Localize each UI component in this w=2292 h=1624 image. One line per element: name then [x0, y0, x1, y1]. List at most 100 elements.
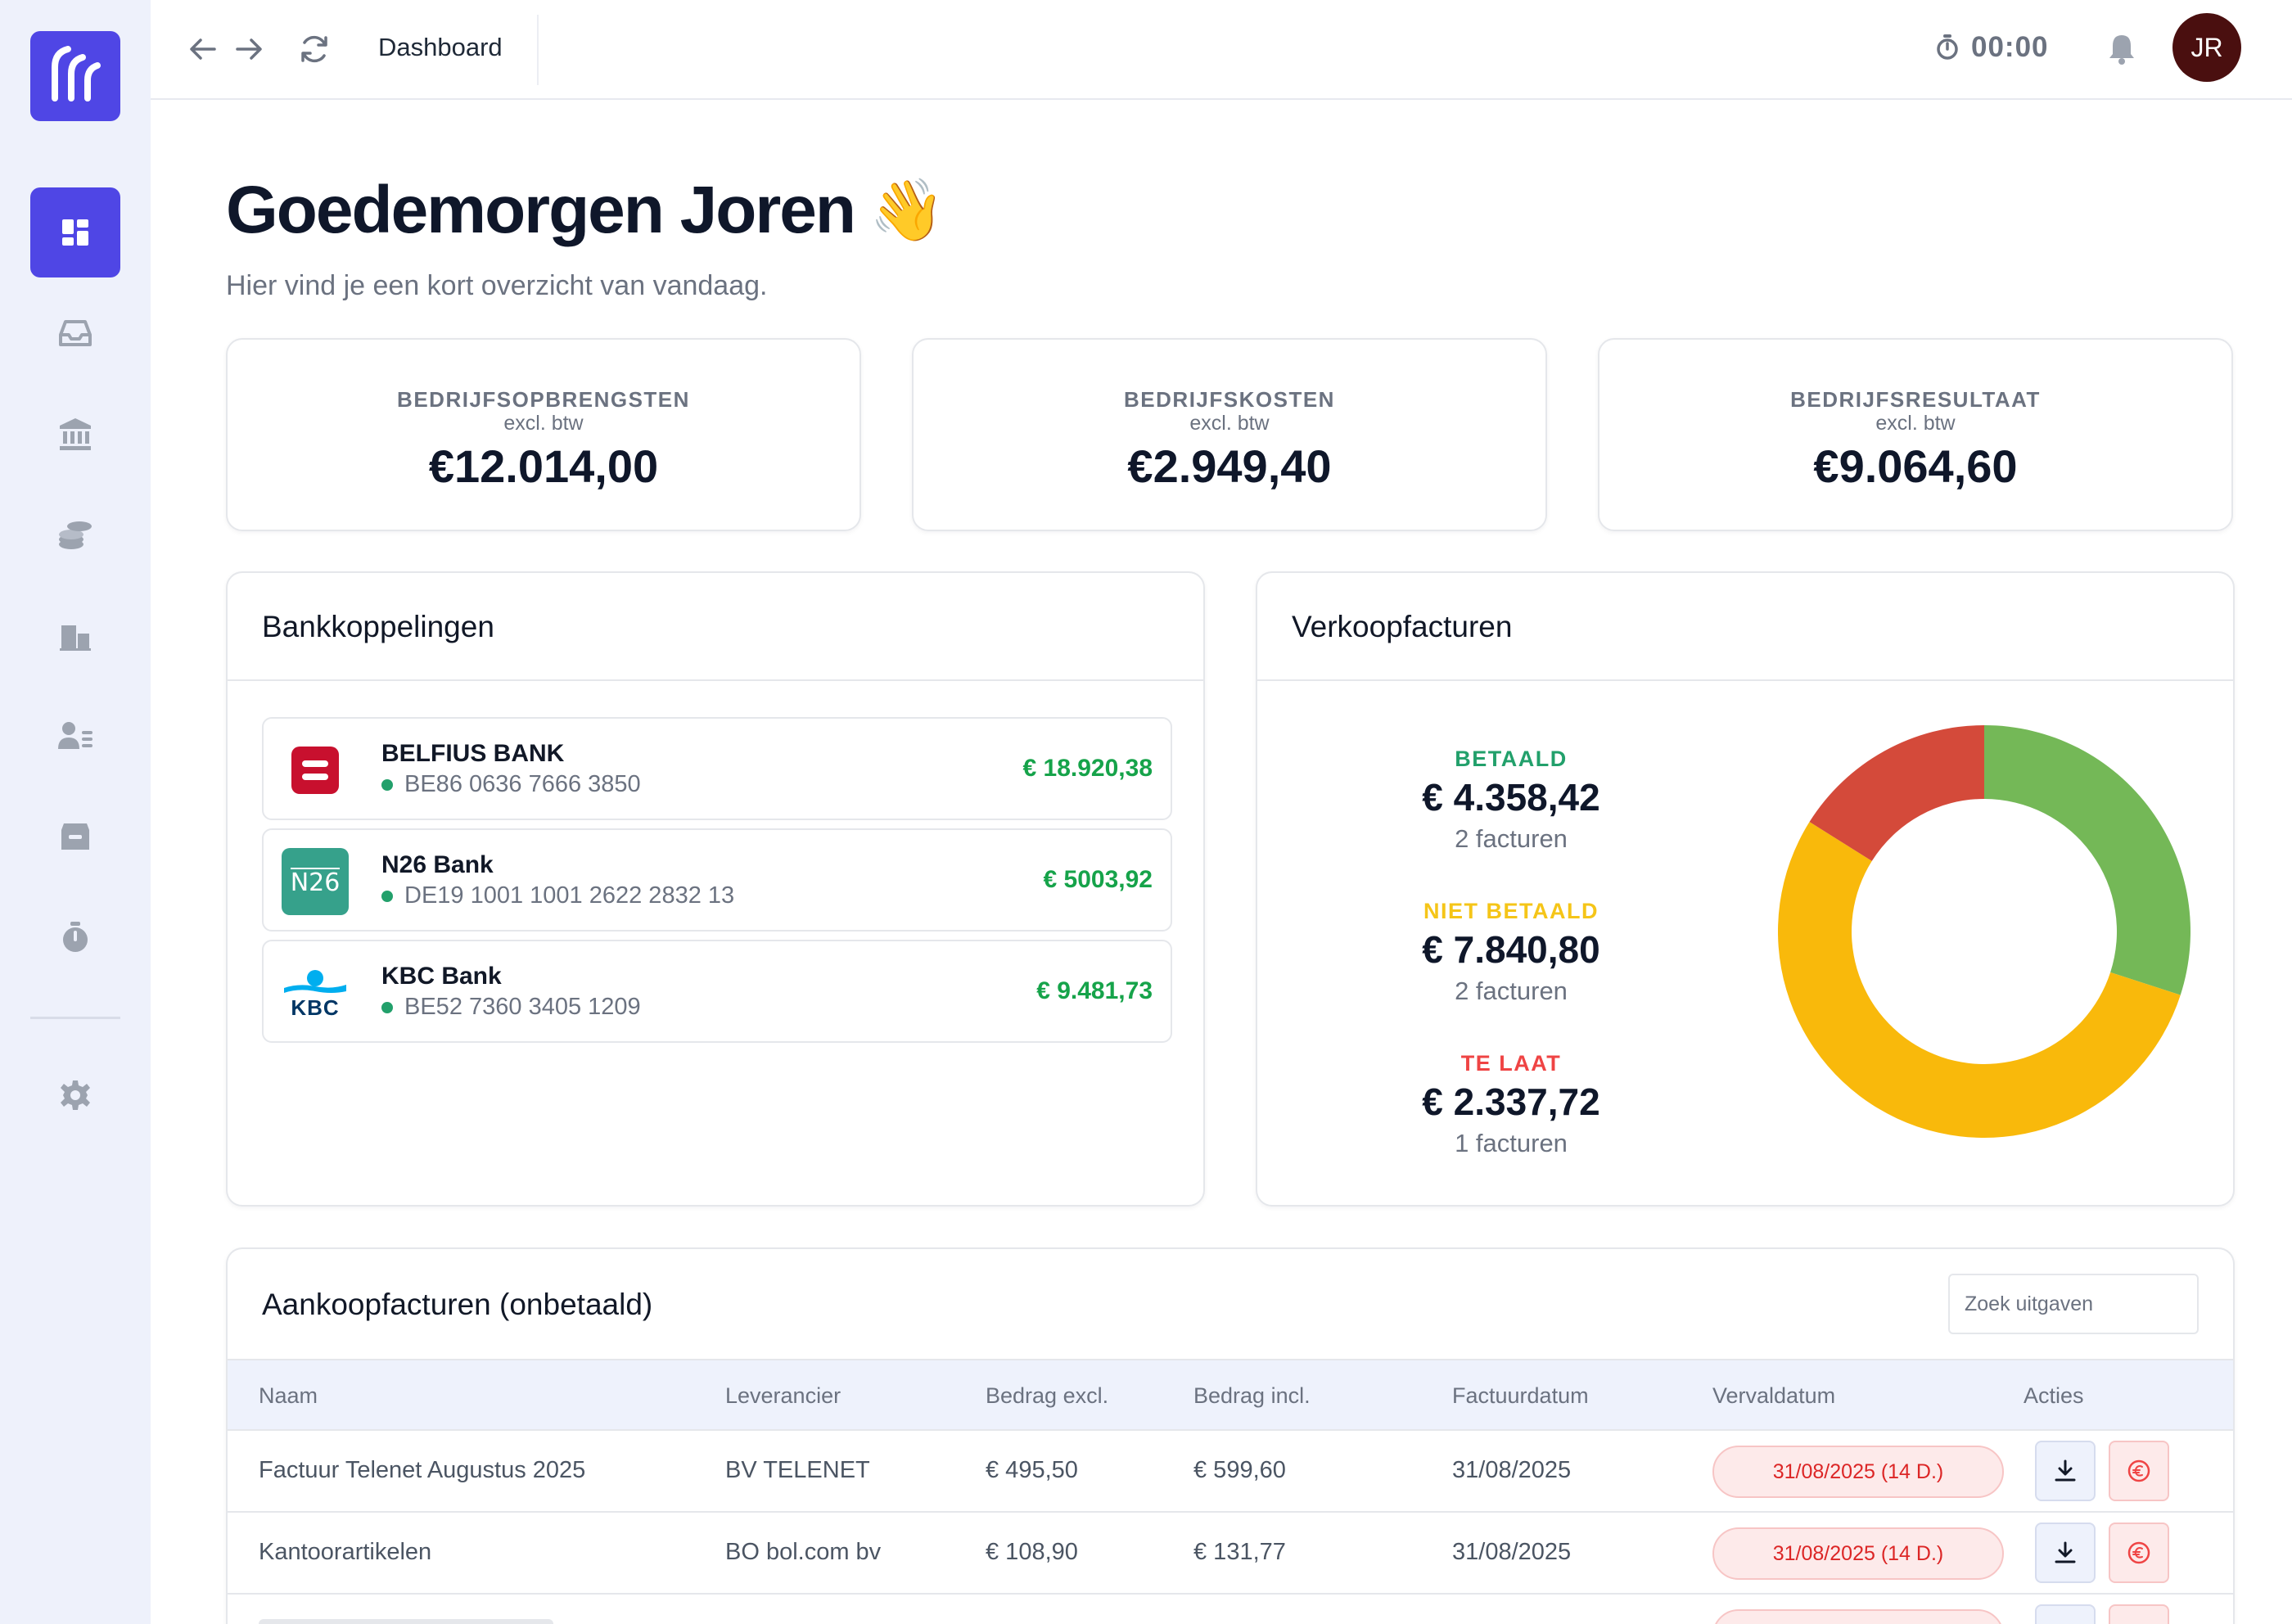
column-header-amount-excl[interactable]: Bedrag excl. [986, 1383, 1109, 1408]
nav-buildings[interactable] [30, 590, 120, 680]
cell-amount-incl: € 599,60 [1193, 1457, 1286, 1483]
download-button[interactable] [2035, 1522, 2096, 1583]
invoice-group-late: TE LAAT € 2.337,72 1 facturen [1347, 1051, 1675, 1158]
column-header-supplier[interactable]: Leverancier [725, 1383, 841, 1408]
donut-slice-niet-betaald[interactable] [1778, 822, 2181, 1138]
text-placeholder [259, 1619, 553, 1624]
invoice-group-label: BETAALD [1455, 747, 1568, 771]
bank-name: N26 Bank [381, 851, 494, 878]
nav-coins[interactable] [30, 489, 120, 580]
app-logo[interactable] [30, 31, 120, 121]
donut-slice-te-laat[interactable] [1809, 725, 1984, 861]
nav-bank[interactable] [30, 389, 120, 479]
column-header-due-date[interactable]: Vervaldatum [1712, 1383, 1836, 1408]
column-header-invoice-date[interactable]: Factuurdatum [1452, 1383, 1589, 1408]
buildings-icon [60, 625, 91, 651]
divider [1257, 679, 2233, 681]
back-button[interactable] [185, 31, 221, 67]
greeting-subtitle: Hier vind je een kort overzicht van vand… [226, 270, 768, 301]
sales-donut-chart [1778, 725, 2190, 1138]
cell-supplier: BV TELENET [725, 1457, 870, 1483]
sidebar [0, 0, 151, 1624]
bank-iban-text: DE19 1001 1001 2622 2832 13 [404, 882, 735, 909]
due-date-badge: 31/08/2025 (14 D.) [1712, 1527, 2004, 1580]
panel-title: Verkoopfacturen [1292, 610, 1513, 643]
kpi-label: BEDRIJFSOPBRENGSTEN [397, 387, 690, 412]
bank-balance: € 9.481,73 [1036, 977, 1153, 1004]
refresh-icon [301, 35, 327, 63]
download-button[interactable] [2035, 1604, 2096, 1624]
bank-row[interactable]: N26 N26 Bank DE19 1001 1001 2622 2832 13… [262, 828, 1172, 932]
invoice-group-unpaid: NIET BETAALD € 7.840,80 2 facturen [1347, 899, 1675, 1006]
table-row-partial[interactable] [228, 1595, 2233, 1624]
timer[interactable]: 00:00 [1935, 31, 2049, 64]
table-row[interactable]: Factuur Telenet Augustus 2025 BV TELENET… [228, 1431, 2233, 1513]
coins-icon [59, 521, 92, 549]
arrow-left-icon [190, 38, 216, 60]
status-dot [381, 1001, 393, 1013]
arrow-right-icon [236, 38, 262, 60]
nav-dashboard[interactable] [30, 187, 120, 277]
nav-contacts[interactable] [30, 691, 120, 781]
invoice-group-count: 1 facturen [1455, 1129, 1568, 1157]
cell-invoice-date: 31/08/2025 [1452, 1457, 1572, 1483]
dashboard-icon [62, 219, 88, 246]
table-row[interactable]: Kantoorartikelen BO bol.com bv € 108,90 … [228, 1513, 2233, 1595]
bank-iban: DE19 1001 1001 2622 2832 13 [381, 882, 734, 909]
notifications-button[interactable] [2107, 33, 2136, 70]
stopwatch-icon [63, 922, 88, 952]
greeting-title: Goedemorgen Joren 👋 [226, 172, 945, 249]
bank-name: BELFIUS BANK [381, 740, 565, 767]
app-logo-icon [52, 46, 101, 102]
table-header: Naam Leverancier Bedrag excl. Bedrag inc… [228, 1359, 2233, 1431]
topbar-divider [537, 15, 539, 85]
bank-iban: BE52 7360 3405 1209 [381, 994, 641, 1021]
nav-inbox[interactable] [30, 288, 120, 378]
due-date-badge [1712, 1609, 2004, 1624]
nav-settings[interactable] [30, 1050, 120, 1140]
column-header-name[interactable]: Naam [259, 1383, 318, 1408]
search-input[interactable] [1948, 1274, 2199, 1334]
donut-slice-betaald[interactable] [1984, 725, 2190, 995]
kpi-card-revenue: BEDRIJFSOPBRENGSTEN excl. btw €12.014,00 [226, 338, 861, 531]
invoice-group-count: 2 facturen [1455, 824, 1568, 853]
column-header-actions: Acties [2024, 1383, 2084, 1408]
invoice-group-amount: € 2.337,72 [1422, 1080, 1600, 1123]
kpi-value: €9.064,60 [1813, 440, 2018, 492]
kpi-card-result: BEDRIJFSRESULTAAT excl. btw €9.064,60 [1598, 338, 2233, 531]
forward-button[interactable] [231, 31, 267, 67]
sales-invoices-panel: Verkoopfacturen BETAALD € 4.358,42 2 fac… [1256, 571, 2235, 1207]
n26-logo-icon: N26 [282, 848, 349, 915]
purchase-invoices-panel: Aankoopfacturen (onbetaald) Naam Leveran… [226, 1247, 2235, 1624]
avatar[interactable]: JR [2172, 13, 2241, 82]
cell-amount-excl: € 108,90 [986, 1539, 1078, 1565]
download-button[interactable] [2035, 1441, 2096, 1501]
archive-icon [61, 823, 89, 850]
cell-name: Factuur Telenet Augustus 2025 [259, 1457, 586, 1483]
refresh-button[interactable] [296, 31, 332, 67]
euro-circle-icon [2127, 1459, 2150, 1482]
pay-button[interactable] [2109, 1441, 2169, 1501]
bank-row[interactable]: KBC KBC Bank BE52 7360 3405 1209 € 9.481… [262, 940, 1172, 1043]
panel-title: Aankoopfacturen (onbetaald) [262, 1288, 653, 1321]
waving-hand-icon: 👋 [869, 175, 945, 244]
bank-balance: € 5003,92 [1043, 866, 1153, 893]
pay-button[interactable] [2109, 1604, 2169, 1624]
bank-iban-text: BE86 0636 7666 3850 [404, 771, 641, 797]
belfius-logo-icon [282, 737, 349, 804]
bank-iban: BE86 0636 7666 3850 [381, 771, 641, 798]
bank-icon [60, 418, 91, 450]
cell-supplier: BO bol.com bv [725, 1539, 882, 1565]
pay-button[interactable] [2109, 1522, 2169, 1583]
bank-row[interactable]: BELFIUS BANK BE86 0636 7666 3850 € 18.92… [262, 717, 1172, 820]
kpi-sublabel: excl. btw [1189, 412, 1270, 435]
invoice-group-label: TE LAAT [1460, 1051, 1562, 1076]
download-icon [2055, 1459, 2076, 1482]
column-header-amount-incl[interactable]: Bedrag incl. [1193, 1383, 1311, 1408]
nav-archive[interactable] [30, 792, 120, 882]
divider [228, 679, 1203, 681]
bank-balance: € 18.920,38 [1022, 755, 1153, 782]
invoice-group-label: NIET BETAALD [1423, 899, 1599, 923]
kpi-label: BEDRIJFSRESULTAAT [1790, 387, 2041, 412]
nav-stopwatch[interactable] [30, 892, 120, 982]
